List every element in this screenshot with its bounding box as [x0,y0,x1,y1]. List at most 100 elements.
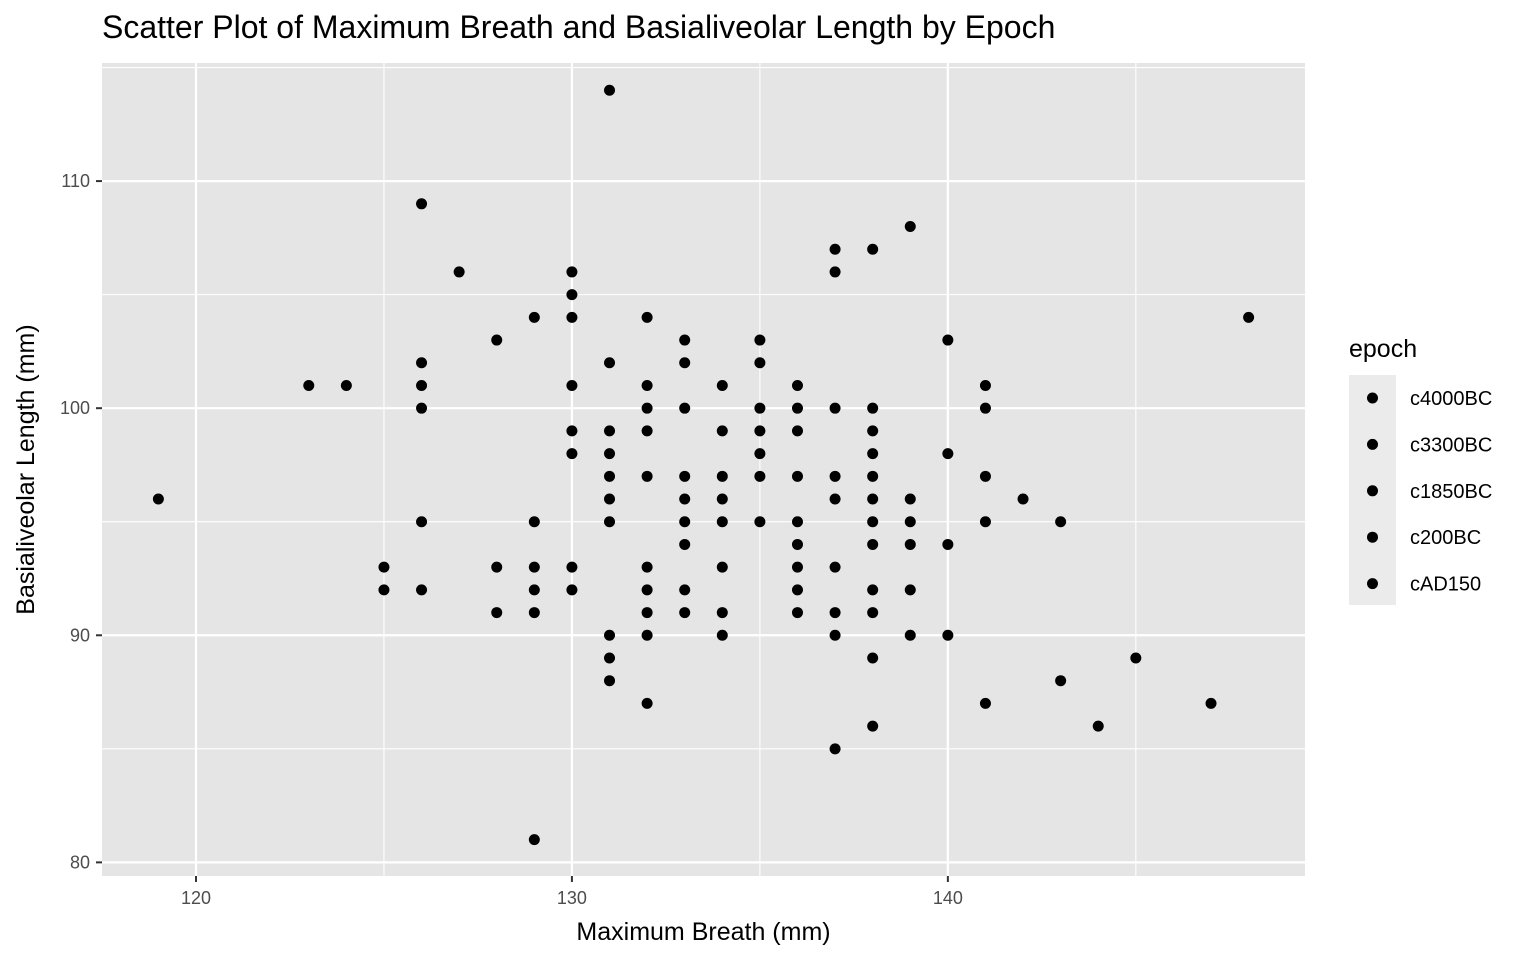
data-point [867,607,879,619]
legend-key-point [1367,438,1378,450]
data-point [791,607,803,619]
data-point [1130,652,1142,664]
data-point [867,243,879,255]
data-point [604,357,616,369]
data-point [791,379,803,391]
data-point [942,448,954,460]
data-point [604,425,616,437]
data-point [566,266,578,278]
data-point [904,493,916,505]
legend-key-point [1367,485,1378,497]
data-point [716,629,728,641]
data-point [528,607,540,619]
data-point [378,584,390,596]
data-point [829,493,841,505]
data-point [829,607,841,619]
data-point [904,516,916,528]
data-point [829,266,841,278]
data-point [641,425,653,437]
data-point [791,402,803,414]
data-point [566,289,578,301]
data-point [754,334,766,346]
data-point [641,470,653,482]
x-tick-label: 130 [557,888,587,908]
data-point [942,334,954,346]
data-point [566,584,578,596]
x-axis-title: Maximum Breath (mm) [576,918,830,946]
legend-label: c4000BC [1410,388,1492,410]
data-point [679,357,691,369]
data-point [979,470,991,482]
data-point [829,243,841,255]
data-point [528,516,540,528]
data-point [716,561,728,573]
data-point [716,607,728,619]
data-point [904,629,916,641]
data-point [979,697,991,709]
data-point [979,402,991,414]
data-point [378,561,390,573]
data-point [416,402,428,414]
data-point [791,470,803,482]
data-point [904,584,916,596]
legend-label: c1850BC [1410,481,1492,503]
data-point [303,379,315,391]
data-point [867,538,879,550]
data-point [491,561,503,573]
data-point [791,425,803,437]
data-point [641,311,653,323]
data-point [566,311,578,323]
data-point [604,675,616,687]
plot-panel [102,63,1305,876]
data-point [566,448,578,460]
data-point [641,697,653,709]
data-point [867,516,879,528]
data-point [528,561,540,573]
data-point [566,561,578,573]
data-point [829,470,841,482]
data-point [867,584,879,596]
legend-label: cAD150 [1410,574,1481,596]
data-point [604,84,616,96]
y-tick-label: 110 [61,171,90,191]
data-point [604,470,616,482]
data-point [754,448,766,460]
data-point [453,266,465,278]
data-point [716,516,728,528]
data-point [1243,311,1255,323]
data-point [641,379,653,391]
data-point [604,493,616,505]
data-point [867,425,879,437]
data-point [604,448,616,460]
data-point [604,652,616,664]
y-axis: 80 90 100 110 [60,171,102,872]
data-point [829,629,841,641]
legend-label: c200BC [1410,527,1481,549]
data-point [528,584,540,596]
data-point [528,311,540,323]
data-point [754,516,766,528]
data-point [641,402,653,414]
data-point [829,402,841,414]
data-point [791,538,803,550]
data-point [491,334,503,346]
data-point [491,607,503,619]
data-point [754,470,766,482]
x-tick-label: 140 [933,888,963,908]
y-tick-label: 100 [60,398,90,418]
data-point [867,470,879,482]
y-tick-label: 80 [70,852,90,872]
data-point [641,561,653,573]
data-point [416,198,428,210]
x-tick-label: 120 [181,888,211,908]
data-point [829,561,841,573]
y-axis-title: Basialiveolar Length (mm) [12,324,40,614]
data-point [829,743,841,755]
data-point [716,425,728,437]
data-point [1017,493,1029,505]
data-point [791,584,803,596]
data-point [679,516,691,528]
data-point [679,538,691,550]
legend-key-point [1367,531,1378,543]
data-point [867,448,879,460]
